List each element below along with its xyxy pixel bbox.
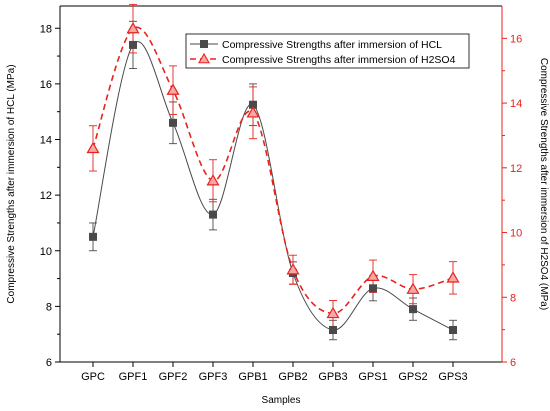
x-tick-label: GPF1: [119, 371, 148, 383]
legend-marker-triangle: [198, 52, 210, 64]
y-left-tick-label: 12: [40, 190, 52, 202]
y-left-tick-label: 8: [46, 301, 52, 313]
legend: Compressive Strengths after immersion of…: [185, 33, 470, 69]
plot-frame: [59, 5, 503, 363]
x-axis-title: Samples: [262, 395, 301, 406]
data-point-square: [169, 118, 177, 127]
y-left-tick-label: 14: [40, 135, 52, 147]
data-point-square: [249, 100, 257, 109]
x-tick-label: GPB2: [278, 371, 307, 383]
legend-label-h2so4: Compressive Strengths after immersion of…: [222, 54, 456, 66]
data-point-triangle: [126, 21, 140, 34]
data-point-square: [329, 326, 337, 335]
x-tick-label: GPF3: [199, 371, 228, 383]
x-tick-label: GPS3: [438, 371, 467, 383]
y-axis-right: 6 8 10 12 14 16: [502, 33, 522, 369]
data-point-triangle: [166, 83, 180, 95]
x-tick-label: GPF2: [159, 371, 188, 383]
series-line-1: [92, 26, 454, 315]
y-axis-right-title: Compressive Strengths after immersion of…: [538, 58, 549, 310]
y-left-tick-label: 6: [46, 357, 52, 369]
series-curves: [92, 26, 454, 331]
y-right-tick-label: 14: [510, 98, 522, 110]
y-left-tick-label: 18: [40, 23, 52, 35]
legend-entry-h2so4: [190, 52, 218, 64]
legend-marker-square: [200, 40, 208, 48]
data-point-square: [89, 232, 97, 241]
y-right-tick-label: 8: [510, 292, 516, 304]
data-point-square: [129, 40, 137, 49]
series-line-0: [92, 41, 454, 331]
y-right-tick-label: 12: [510, 163, 522, 175]
y-left-tick-label: 16: [40, 79, 52, 91]
data-point-square: [209, 210, 217, 219]
legend-entry-hcl: [190, 40, 218, 48]
x-tick-label: GPS2: [398, 371, 427, 383]
x-axis: GPC GPF1 GPF2 GPF3 GPB1 GPB2 GPB3 GPS1 GPS2 GPS3: [81, 362, 468, 383]
x-tick-label: GPB1: [238, 371, 267, 383]
data-point-triangle: [86, 141, 100, 154]
x-tick-label: GPB3: [318, 371, 347, 383]
data-point-square: [449, 326, 457, 335]
data-point-triangle: [406, 282, 420, 294]
legend-box: [185, 33, 470, 69]
x-tick-label: GPC: [81, 371, 105, 383]
data-point-square: [369, 284, 377, 293]
y-right-tick-label: 6: [510, 357, 516, 369]
y-axis-left: 6 8 10 12 14 16 18: [40, 23, 60, 369]
y-right-tick-label: 10: [510, 228, 522, 240]
data-point-triangle: [246, 106, 260, 118]
y-axis-left-title: Compressive Strengths after immersion of…: [6, 64, 17, 303]
data-point-triangle: [326, 306, 340, 319]
x-tick-label: GPS1: [358, 371, 387, 383]
data-point-triangle: [286, 263, 300, 275]
y-left-tick-label: 10: [40, 246, 52, 258]
data-markers: [86, 21, 460, 335]
y-right-tick-label: 16: [510, 33, 522, 45]
data-point-triangle: [206, 174, 220, 186]
data-point-triangle: [446, 271, 460, 283]
data-point-square: [409, 305, 417, 314]
data-point-triangle: [366, 269, 380, 281]
legend-label-hcl: Compressive Strengths after immersion of…: [222, 39, 442, 51]
